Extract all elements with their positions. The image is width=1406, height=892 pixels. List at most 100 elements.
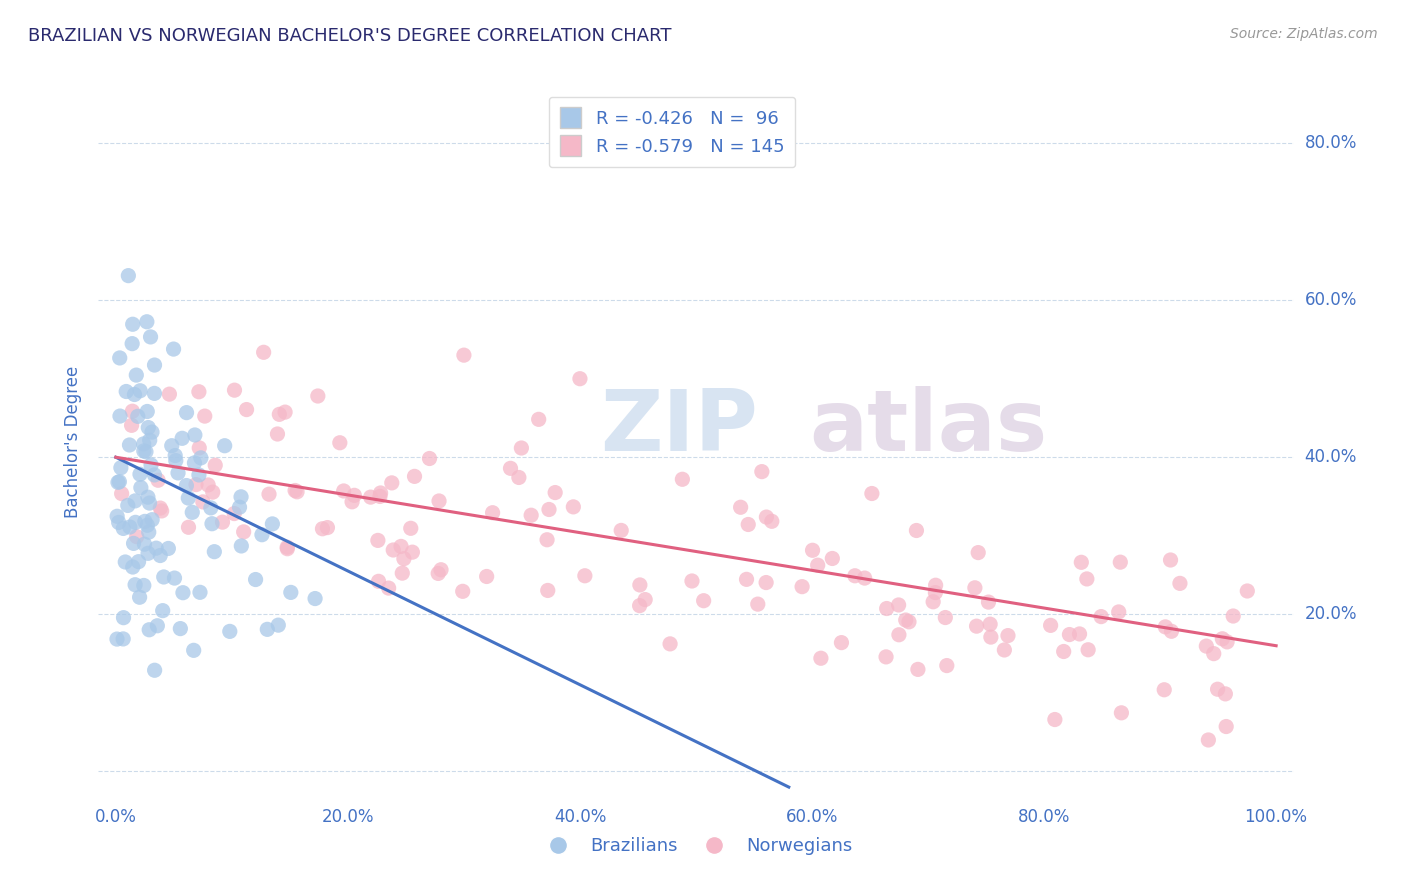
Point [860,486,883,500]
Point [844,568,866,582]
Point [124,516,146,530]
Point [177,520,200,534]
Point [381,475,404,490]
Point [112,610,135,624]
Point [211,515,233,529]
Point [276,540,298,554]
Point [730,500,752,515]
Point [924,578,946,592]
Point [143,386,166,401]
Point [231,539,253,553]
Point [218,624,240,639]
Point [184,477,207,491]
Point [311,522,333,536]
Point [1039,618,1062,632]
Point [187,467,209,482]
Point [121,560,143,574]
Point [1053,644,1076,658]
Point [229,490,252,504]
Point [172,431,194,445]
Point [544,485,567,500]
Point [427,566,450,581]
Point [114,555,136,569]
Point [537,583,560,598]
Point [1211,632,1233,646]
Point [1197,733,1219,747]
Point [807,558,830,573]
Point [128,591,150,605]
Point [122,536,145,550]
Point [136,420,159,434]
Point [118,438,141,452]
Point [562,500,585,514]
Point [967,545,990,559]
Point [117,499,139,513]
Point [527,412,550,426]
Point [1109,555,1132,569]
Point [253,345,276,359]
Point [127,409,149,424]
Point [681,574,703,588]
Point [508,470,530,484]
Point [830,635,852,649]
Point [1090,609,1112,624]
Point [285,484,308,499]
Point [329,435,352,450]
Point [934,610,956,624]
Point [172,585,194,599]
Point [755,510,778,524]
Point [262,516,284,531]
Point [188,441,211,455]
Point [875,649,897,664]
Point [276,541,298,556]
Point [1108,605,1130,619]
Point [761,514,783,528]
Point [228,500,250,515]
Point [307,389,329,403]
Point [568,372,591,386]
Point [183,456,205,470]
Point [997,629,1019,643]
Point [267,618,290,632]
Point [121,336,143,351]
Point [897,615,920,629]
Text: Source: ZipAtlas.com: Source: ZipAtlas.com [1230,27,1378,41]
Point [980,630,1002,644]
Point [124,494,146,508]
Point [574,568,596,582]
Point [735,573,758,587]
Point [821,551,844,566]
Point [176,406,198,420]
Point [367,574,389,589]
Point [224,507,246,521]
Point [1160,553,1182,567]
Point [1206,682,1229,697]
Point [737,517,759,532]
Point [125,530,148,544]
Point [977,595,1000,609]
Point [269,408,291,422]
Point [887,628,910,642]
Point [177,491,200,505]
Point [157,541,180,556]
Point [368,490,391,504]
Point [128,555,150,569]
Point [143,467,166,482]
Point [129,467,152,482]
Point [887,598,910,612]
Point [157,387,180,401]
Point [905,524,928,538]
Point [610,524,633,538]
Point [145,541,167,556]
Point [628,578,651,592]
Point [201,516,224,531]
Point [191,495,214,509]
Point [475,569,498,583]
Point [167,466,190,480]
Point [274,405,297,419]
Point [224,383,246,397]
Point [121,418,143,433]
Point [966,619,988,633]
Point [367,533,389,548]
Point [138,525,160,540]
